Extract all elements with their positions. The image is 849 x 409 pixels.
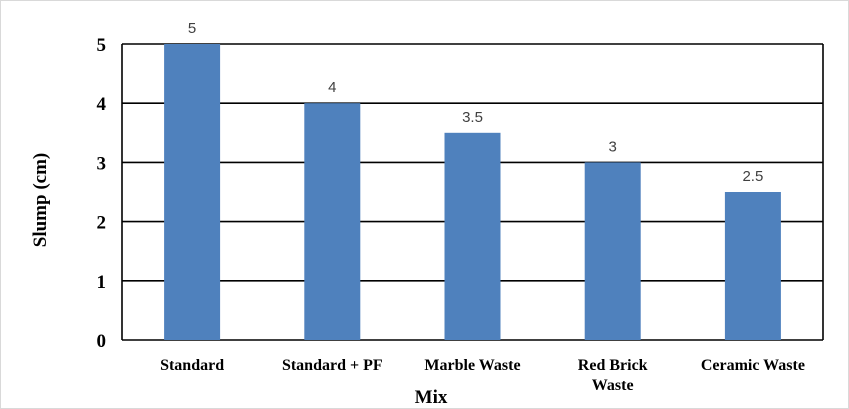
y-tick-label: 5 xyxy=(97,35,107,56)
bar-0 xyxy=(164,44,221,340)
x-tick-label: Waste xyxy=(592,377,634,394)
x-tick-label: Ceramic Waste xyxy=(701,357,805,374)
data-label: 5 xyxy=(188,20,196,37)
y-tick-labels: 0 1 2 3 4 5 xyxy=(97,35,107,352)
y-tick-label: 1 xyxy=(97,272,107,293)
y-tick-label: 4 xyxy=(97,94,107,115)
data-label: 4 xyxy=(328,79,336,96)
bar-4 xyxy=(724,192,781,340)
bar-1 xyxy=(304,103,361,340)
y-axis-title: Slump (cm) xyxy=(30,153,51,247)
data-label: 2.5 xyxy=(742,168,763,185)
x-tick-label: Red Brick xyxy=(578,357,648,374)
bars xyxy=(164,44,781,340)
data-labels: 5 4 3.5 3 2.5 xyxy=(188,20,763,185)
x-tick-labels: Standard Standard + PF Marble Waste Red Bri… xyxy=(160,357,805,394)
x-tick-label: Marble Waste xyxy=(424,357,520,374)
bar-2 xyxy=(444,132,501,340)
data-label: 3.5 xyxy=(462,109,483,126)
y-tick-label: 3 xyxy=(97,153,107,174)
data-label: 3 xyxy=(609,138,617,155)
y-tick-label: 0 xyxy=(97,331,107,352)
bar-3 xyxy=(584,162,641,340)
x-tick-label: Standard + PF xyxy=(282,357,383,374)
y-tick-label: 2 xyxy=(97,213,107,234)
x-tick-label: Standard xyxy=(160,357,224,374)
x-axis-title: Mix xyxy=(415,387,448,408)
